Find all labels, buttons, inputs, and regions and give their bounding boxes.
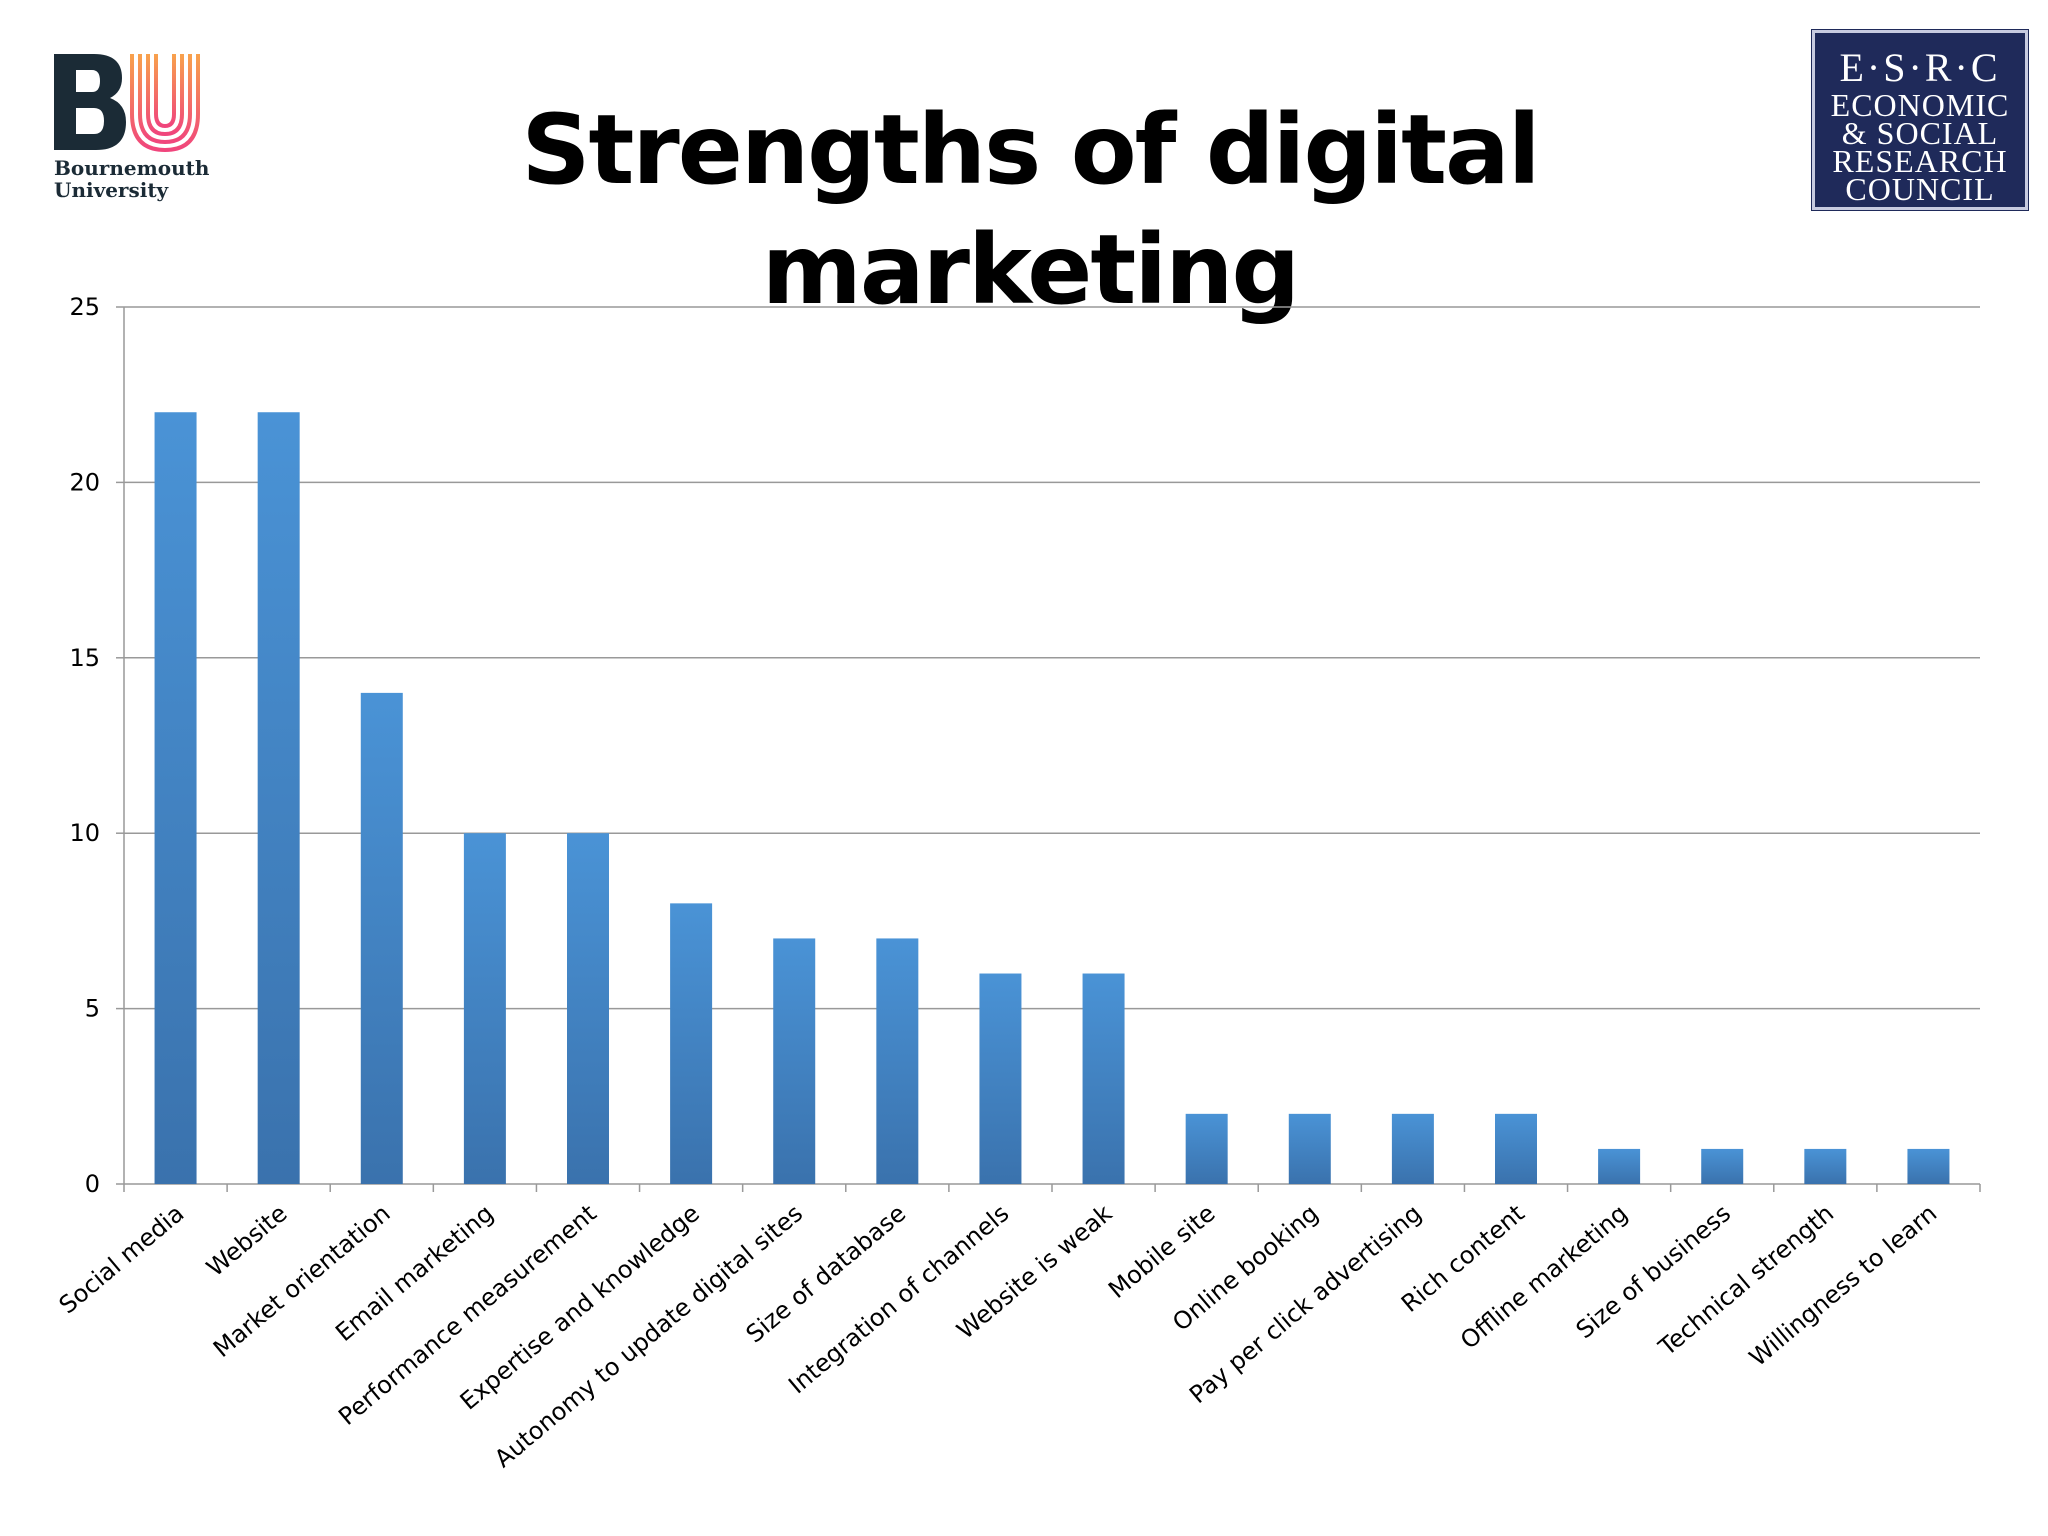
bar-integration-of-channels: [979, 973, 1022, 1184]
y-tick-label: 15: [69, 644, 100, 672]
bar-autonomy-to-update-digital-sites: [773, 938, 816, 1184]
bar-size-of-business: [1701, 1148, 1744, 1184]
bar-expertise-and-knowledge: [670, 903, 713, 1184]
bar-technical-strength: [1804, 1148, 1847, 1184]
bars: [154, 412, 1950, 1184]
esrc-line-social: & SOCIAL: [1841, 115, 1999, 151]
bar-rich-content: [1495, 1113, 1537, 1184]
x-tick-label: Willingness to learn: [1744, 1199, 1942, 1372]
x-tick-label: Social media: [54, 1199, 190, 1319]
y-tick-label: 20: [69, 468, 100, 496]
bu-letter-u: [130, 54, 200, 152]
axes: [116, 306, 1981, 1192]
bar-size-of-database: [876, 938, 919, 1184]
bournemouth-university-logo: Bournemouth University: [52, 52, 212, 212]
bu-logo-mark: [54, 54, 200, 152]
x-tick-label: Website: [201, 1199, 292, 1282]
y-tick-label: 10: [69, 819, 100, 847]
bar-social-media: [154, 412, 197, 1184]
bar-online-booking: [1288, 1113, 1331, 1184]
y-tick-labels: 0 5 10 15 20 25: [69, 293, 100, 1198]
bar-email-marketing: [463, 833, 506, 1184]
gridlines: [124, 306, 1980, 1010]
bu-name-line1: Bournemouth: [54, 156, 210, 180]
esrc-line-research: RESEARCH: [1832, 143, 2008, 179]
x-tick-label: Offline marketing: [1455, 1199, 1633, 1355]
bu-letter-b: [54, 54, 126, 150]
bar-mobile-site: [1185, 1113, 1228, 1184]
bar-pay-per-click-advertising: [1391, 1113, 1434, 1184]
x-tick-label: Market orientation: [208, 1199, 396, 1363]
esrc-logo: E·S·R·C ECONOMIC & SOCIAL RESEARCH COUNC…: [1811, 29, 2029, 211]
esrc-line-council: COUNCIL: [1845, 171, 1995, 207]
esrc-line-economic: ECONOMIC: [1830, 87, 2010, 123]
y-tick-label: 25: [69, 293, 100, 321]
esrc-abbreviation: E·S·R·C: [1839, 45, 2001, 90]
y-tick-label: 5: [85, 995, 100, 1023]
bu-logo-wordmark: Bournemouth University: [54, 157, 209, 201]
bar-website-is-weak: [1082, 973, 1125, 1184]
bar-offline-marketing: [1598, 1148, 1641, 1184]
bar-website: [257, 412, 300, 1184]
bar-performance-measurement: [567, 833, 609, 1184]
bar-market-orientation: [360, 692, 403, 1184]
slide-title: Strengths of digital marketing: [521, 94, 1540, 326]
y-tick-label: 0: [85, 1170, 100, 1198]
bar-willingness-to-learn: [1907, 1148, 1950, 1184]
x-tick-label: Technical strength: [1653, 1199, 1839, 1362]
bu-name-line2: University: [54, 178, 169, 202]
